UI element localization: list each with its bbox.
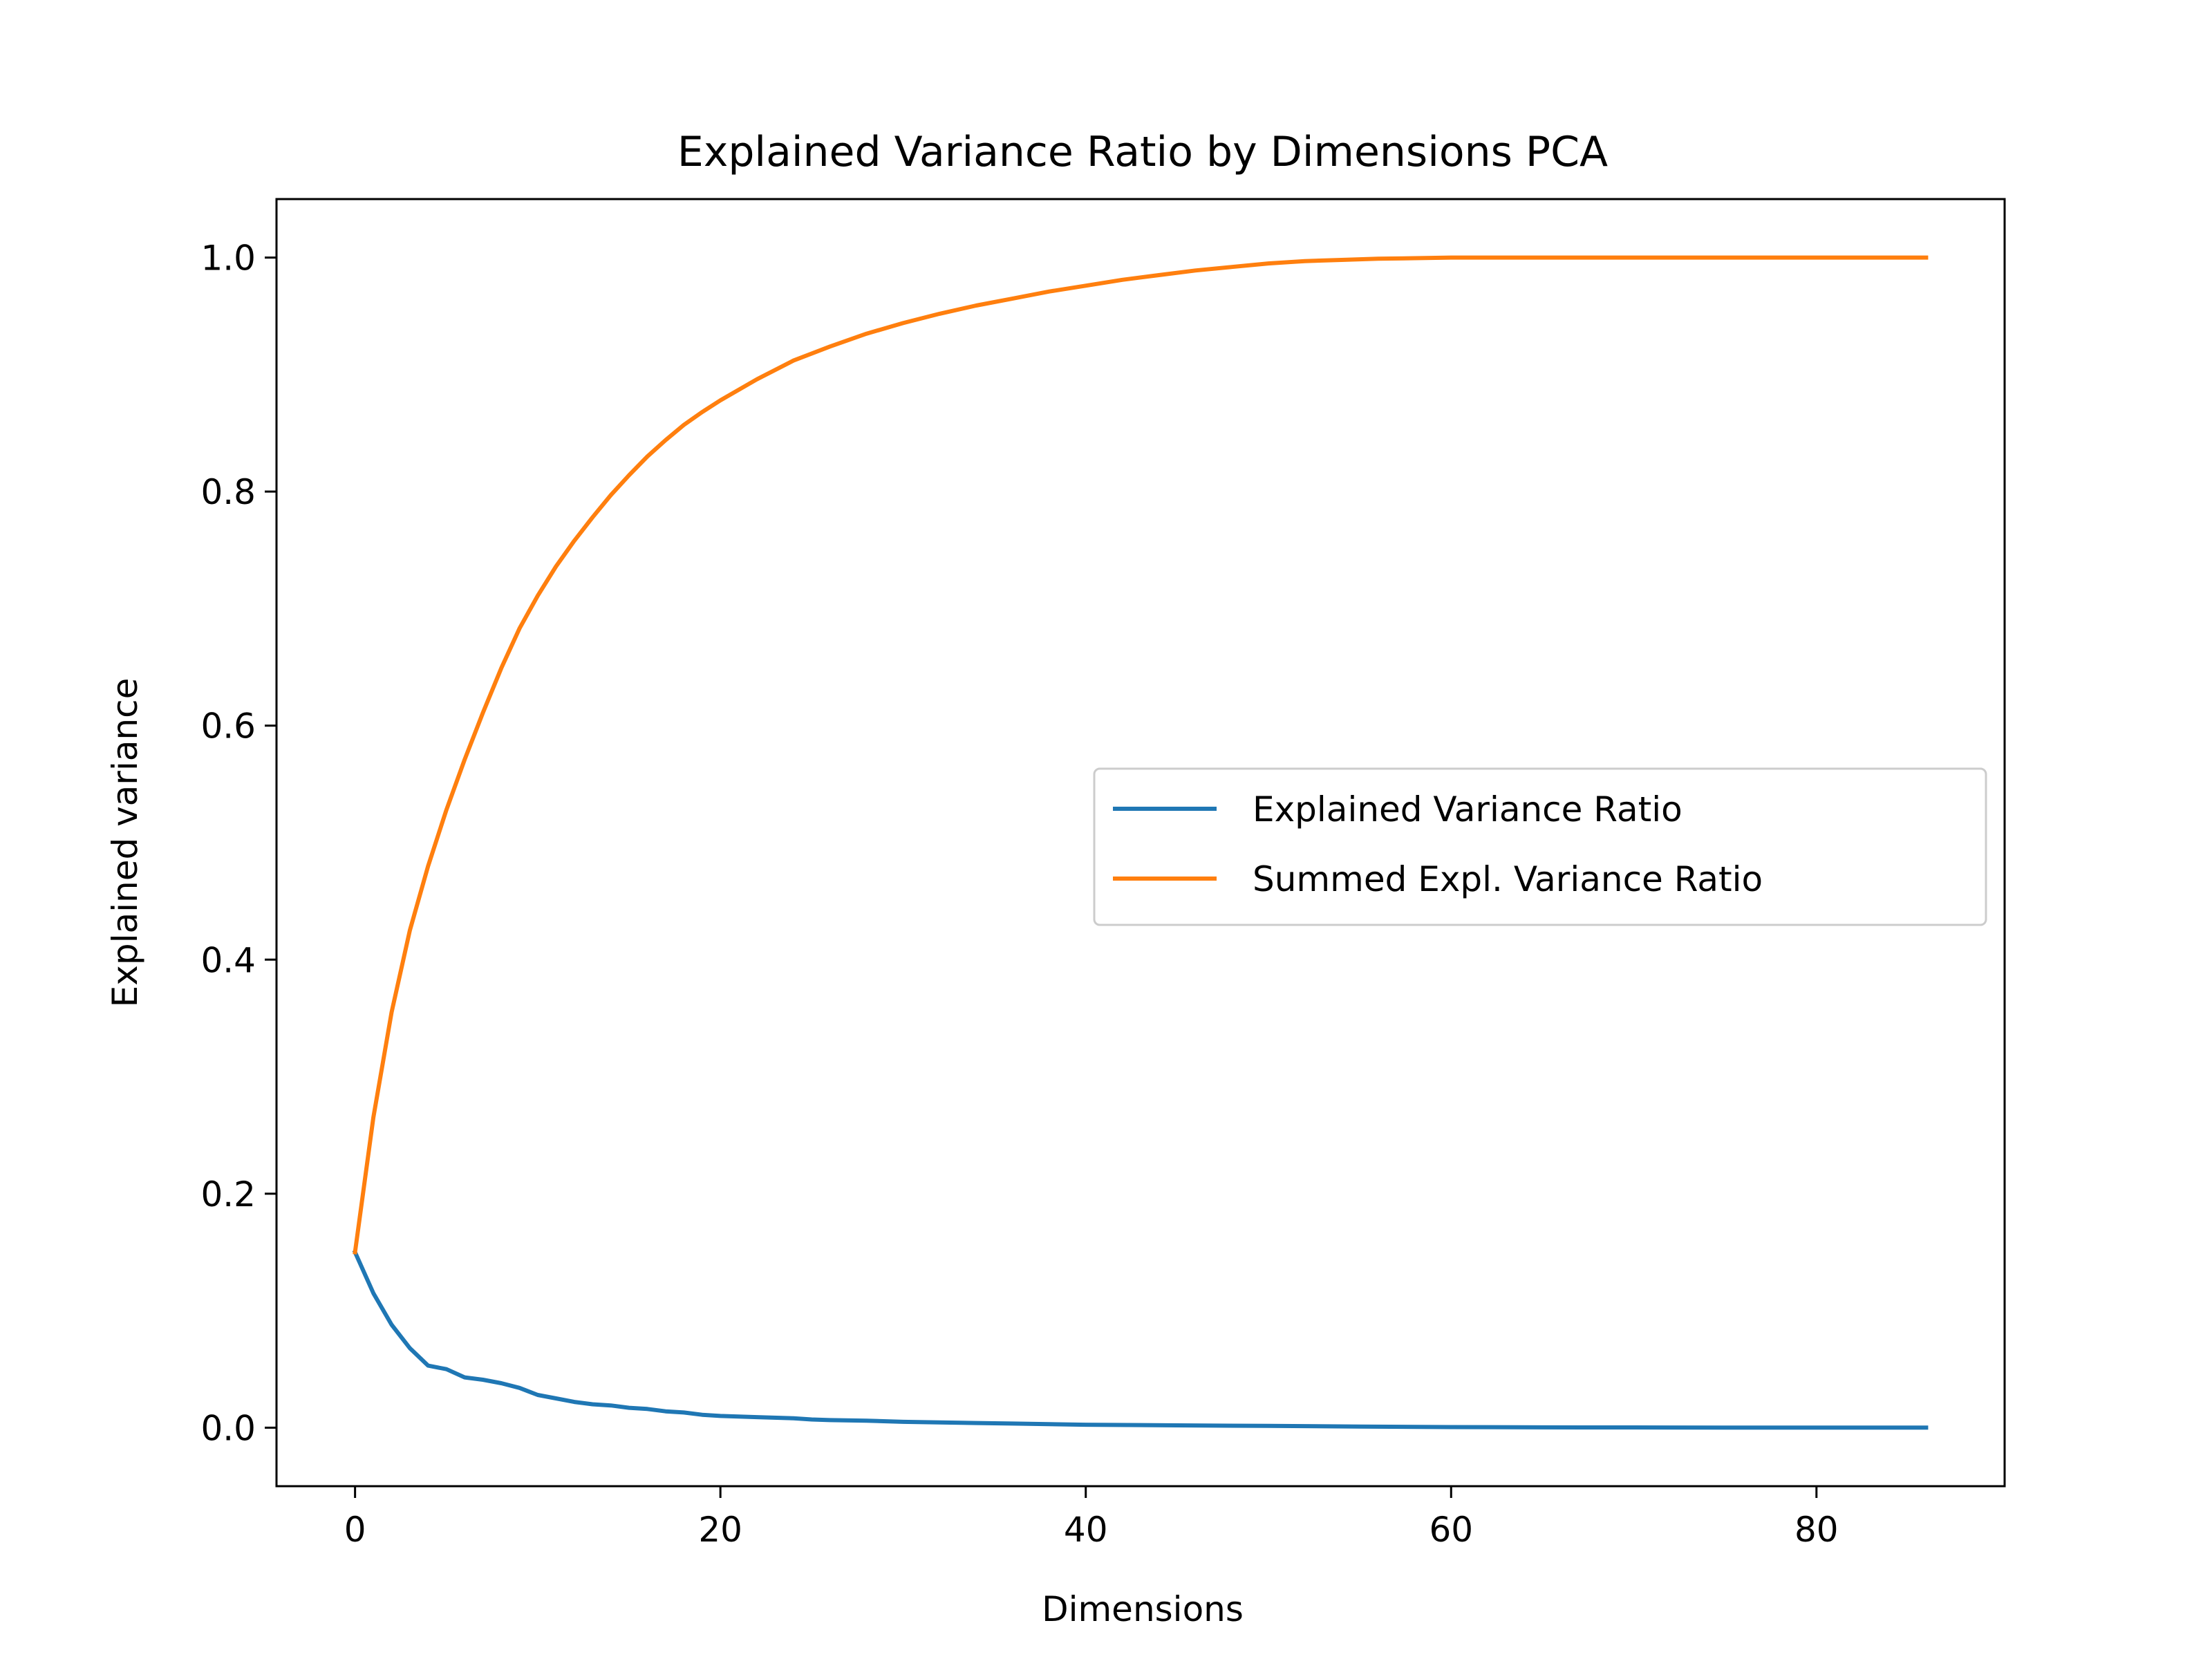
- y-tick-label: 0.2: [200, 1174, 256, 1215]
- plot-frame: [275, 198, 2006, 1488]
- series-line-1: [352, 1249, 1929, 1430]
- y-axis-label: Explained variance: [105, 678, 145, 1008]
- legend-label-2: Summed Expl. Variance Ratio: [1253, 859, 1763, 899]
- y-tick-label: 0.6: [200, 706, 256, 747]
- x-axis-label: Dimensions: [1042, 1589, 1244, 1629]
- x-tick-label: 0: [344, 1510, 366, 1550]
- y-axis-ticks: 0.0 0.2 0.4 0.6 0.8 1.0: [200, 238, 276, 1448]
- x-tick-label: 80: [1794, 1510, 1839, 1550]
- y-tick-label: 0.4: [200, 940, 256, 980]
- series-layer: [352, 255, 1929, 1430]
- x-tick-label: 40: [1064, 1510, 1108, 1550]
- legend-frame: [1093, 767, 1987, 926]
- y-tick-label: 0.8: [200, 472, 256, 512]
- series-line-2: [353, 255, 1929, 1255]
- x-tick-label: 20: [698, 1510, 742, 1550]
- chart-title: Explained Variance Ratio by Dimensions P…: [677, 128, 1608, 176]
- x-tick-label: 60: [1429, 1510, 1473, 1550]
- x-axis-ticks: 0 20 40 60 80: [344, 1486, 1839, 1550]
- y-tick-label: 1.0: [200, 238, 256, 279]
- legend-label-1: Explained Variance Ratio: [1253, 789, 1683, 830]
- y-tick-label: 0.0: [200, 1408, 256, 1448]
- legend: Explained Variance Ratio Summed Expl. Var…: [1093, 767, 1987, 926]
